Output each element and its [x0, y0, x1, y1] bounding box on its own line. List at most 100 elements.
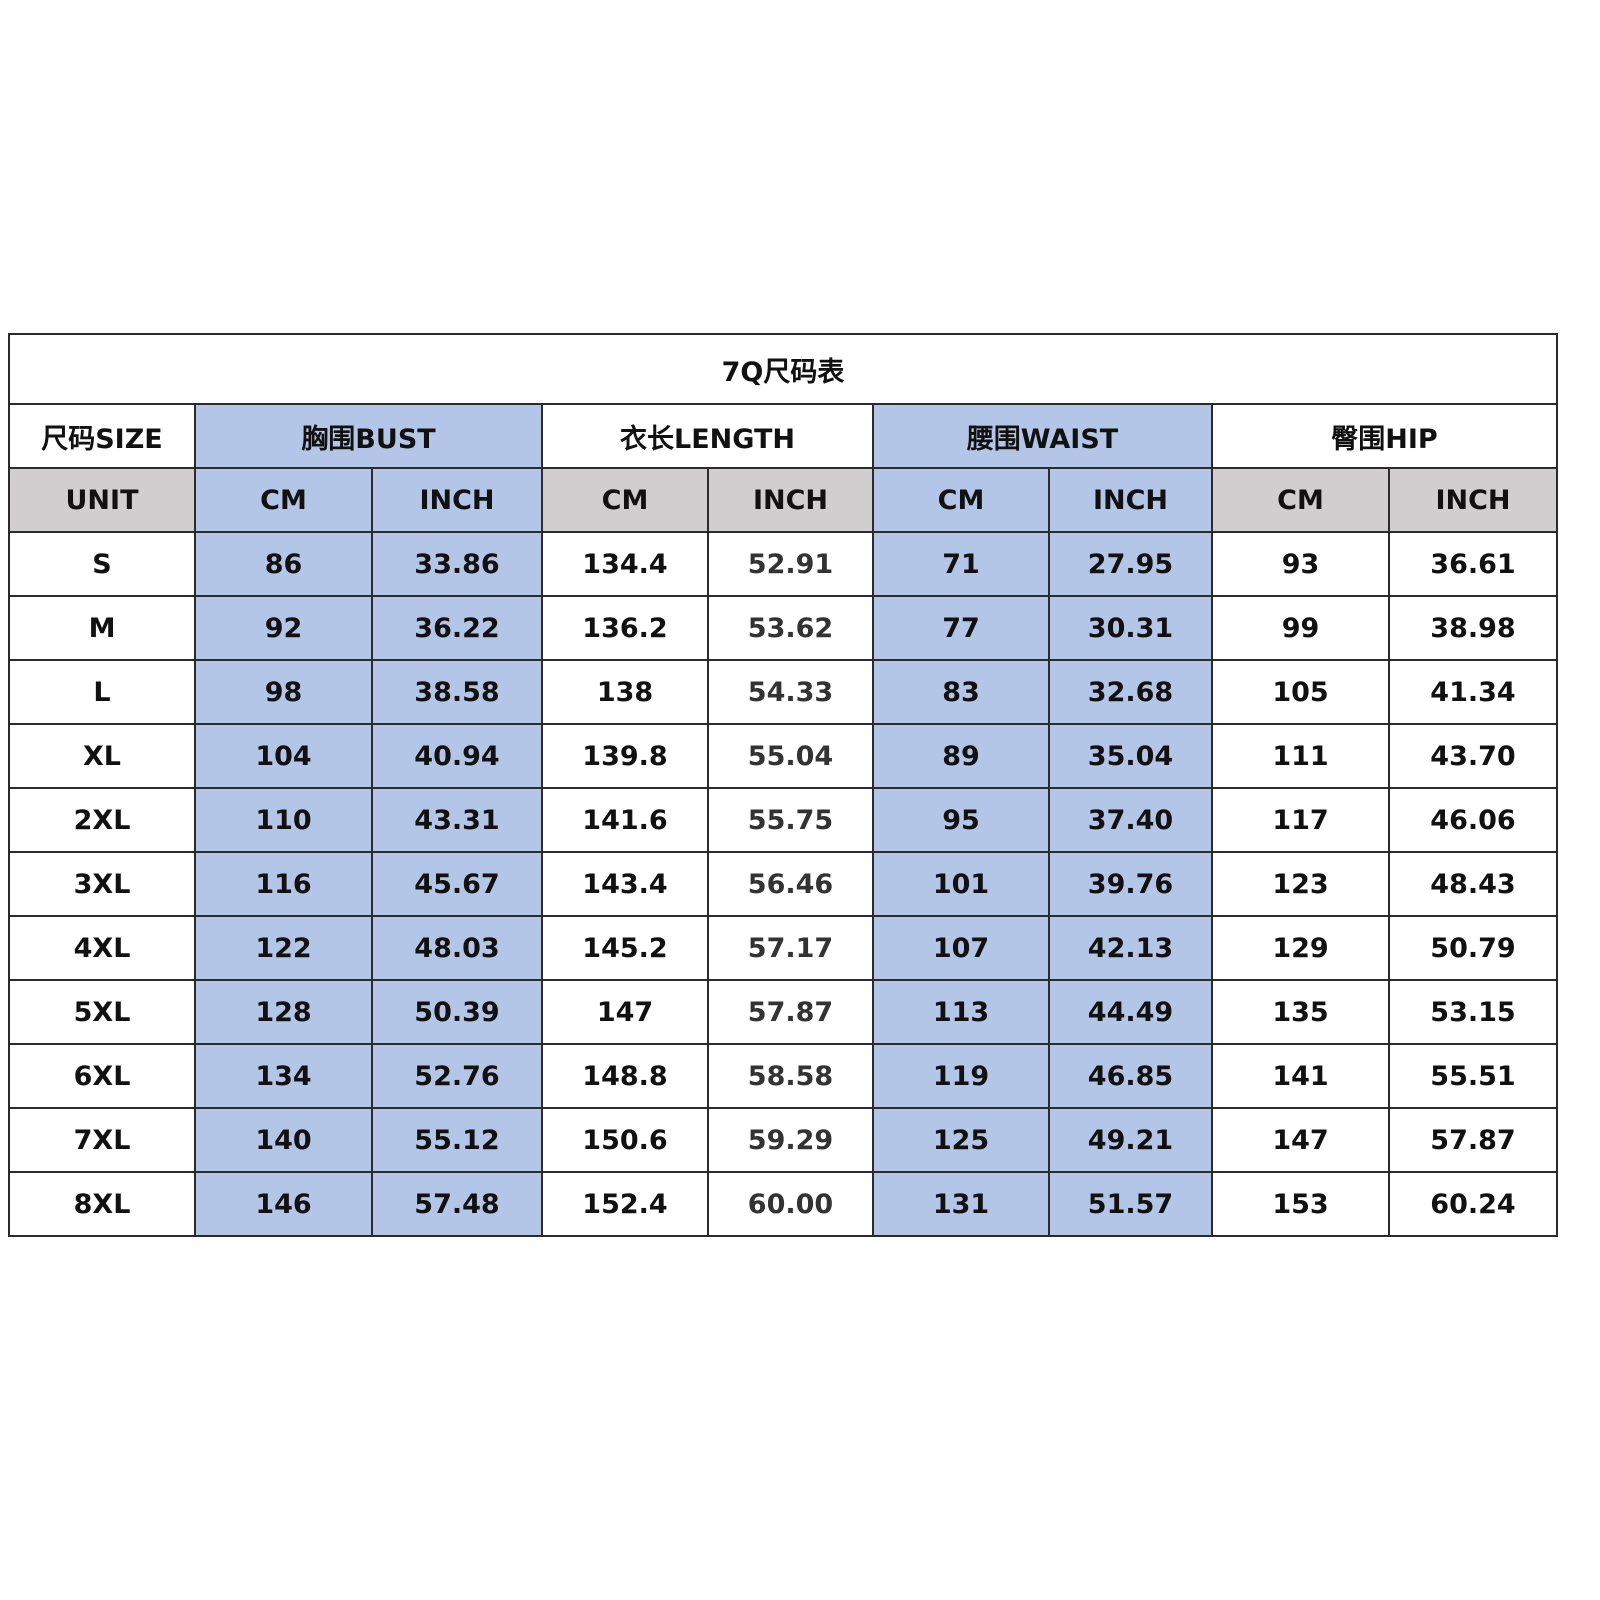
table-row: XL 104 40.94 139.8 55.04 89 35.04 111 43.70 [8, 723, 1559, 789]
cell-bust-cm: 122 [194, 915, 373, 981]
cell-length-cm: 147 [541, 979, 709, 1045]
cell-hip-inch: 36.61 [1387, 531, 1559, 597]
cell-waist-cm: 95 [872, 787, 1050, 853]
cell-size: 3XL [8, 851, 196, 917]
cell-hip-cm: 117 [1211, 787, 1390, 853]
cell-size: XL [8, 723, 196, 789]
cell-hip-inch: 43.70 [1387, 723, 1559, 789]
cell-bust-cm: 140 [194, 1107, 373, 1173]
cell-size: M [8, 595, 196, 661]
cell-waist-inch: 49.21 [1048, 1107, 1213, 1173]
cell-length-inch: 59.29 [707, 1107, 874, 1173]
unit-waist-cm: CM [872, 467, 1050, 533]
cell-bust-inch: 50.39 [371, 979, 543, 1045]
cell-hip-inch: 55.51 [1387, 1043, 1559, 1109]
cell-size: 6XL [8, 1043, 196, 1109]
cell-length-inch: 52.91 [707, 531, 874, 597]
cell-waist-cm: 107 [872, 915, 1050, 981]
cell-waist-inch: 30.31 [1048, 595, 1213, 661]
cell-hip-cm: 99 [1211, 595, 1390, 661]
cell-waist-cm: 113 [872, 979, 1050, 1045]
cell-waist-inch: 51.57 [1048, 1171, 1213, 1237]
cell-hip-inch: 50.79 [1387, 915, 1559, 981]
header-bust: 胸围BUST [194, 403, 543, 469]
unit-row: UNIT CM INCH CM INCH CM INCH CM INCH [8, 467, 1559, 533]
cell-bust-inch: 40.94 [371, 723, 543, 789]
size-chart-table: 7Q尺码表 尺码SIZE 胸围BUST 衣长LENGTH 腰围WAIST 臀围H… [7, 333, 1559, 1237]
unit-bust-inch: INCH [371, 467, 543, 533]
cell-hip-cm: 147 [1211, 1107, 1390, 1173]
cell-bust-cm: 98 [194, 659, 373, 725]
cell-waist-inch: 44.49 [1048, 979, 1213, 1045]
cell-hip-inch: 60.24 [1387, 1171, 1559, 1237]
cell-bust-cm: 128 [194, 979, 373, 1045]
cell-bust-inch: 36.22 [371, 595, 543, 661]
table-row: L 98 38.58 138 54.33 83 32.68 105 41.34 [8, 659, 1559, 725]
cell-length-inch: 58.58 [707, 1043, 874, 1109]
cell-length-cm: 136.2 [541, 595, 709, 661]
cell-bust-cm: 92 [194, 595, 373, 661]
cell-hip-inch: 53.15 [1387, 979, 1559, 1045]
cell-bust-cm: 134 [194, 1043, 373, 1109]
table-row: 7XL 140 55.12 150.6 59.29 125 49.21 147 57.87 [8, 1107, 1559, 1173]
cell-length-cm: 145.2 [541, 915, 709, 981]
cell-waist-cm: 101 [872, 851, 1050, 917]
cell-hip-cm: 141 [1211, 1043, 1390, 1109]
cell-length-cm: 148.8 [541, 1043, 709, 1109]
table-row: 4XL 122 48.03 145.2 57.17 107 42.13 129 50.79 [8, 915, 1559, 981]
cell-waist-cm: 77 [872, 595, 1050, 661]
cell-waist-cm: 119 [872, 1043, 1050, 1109]
cell-hip-cm: 111 [1211, 723, 1390, 789]
cell-length-inch: 57.17 [707, 915, 874, 981]
header-waist: 腰围WAIST [872, 403, 1213, 469]
cell-hip-cm: 123 [1211, 851, 1390, 917]
unit-length-inch: INCH [707, 467, 874, 533]
cell-bust-inch: 38.58 [371, 659, 543, 725]
cell-length-inch: 56.46 [707, 851, 874, 917]
cell-hip-inch: 41.34 [1387, 659, 1559, 725]
cell-hip-cm: 153 [1211, 1171, 1390, 1237]
header-hip: 臀围HIP [1210, 403, 1559, 469]
cell-bust-cm: 146 [194, 1171, 373, 1237]
cell-waist-inch: 42.13 [1048, 915, 1213, 981]
cell-hip-inch: 57.87 [1387, 1107, 1559, 1173]
cell-bust-inch: 48.03 [371, 915, 543, 981]
cell-bust-cm: 86 [194, 531, 373, 597]
cell-bust-inch: 43.31 [371, 787, 543, 853]
cell-length-inch: 57.87 [707, 979, 874, 1045]
cell-hip-cm: 105 [1211, 659, 1390, 725]
cell-length-cm: 138 [541, 659, 709, 725]
unit-waist-inch: INCH [1048, 467, 1213, 533]
cell-waist-cm: 125 [872, 1107, 1050, 1173]
cell-length-cm: 143.4 [541, 851, 709, 917]
unit-hip-cm: CM [1211, 467, 1390, 533]
cell-length-cm: 134.4 [541, 531, 709, 597]
cell-length-cm: 141.6 [541, 787, 709, 853]
cell-waist-inch: 35.04 [1048, 723, 1213, 789]
cell-waist-inch: 39.76 [1048, 851, 1213, 917]
cell-hip-inch: 38.98 [1387, 595, 1559, 661]
cell-hip-cm: 93 [1211, 531, 1390, 597]
header-size: 尺码SIZE [8, 403, 196, 469]
cell-size: 7XL [8, 1107, 196, 1173]
cell-hip-cm: 129 [1211, 915, 1390, 981]
cell-length-cm: 152.4 [541, 1171, 709, 1237]
cell-bust-cm: 116 [194, 851, 373, 917]
unit-hip-inch: INCH [1387, 467, 1559, 533]
cell-length-inch: 53.62 [707, 595, 874, 661]
table-row: 5XL 128 50.39 147 57.87 113 44.49 135 53.15 [8, 979, 1559, 1045]
cell-waist-inch: 27.95 [1048, 531, 1213, 597]
cell-bust-inch: 55.12 [371, 1107, 543, 1173]
cell-length-inch: 55.75 [707, 787, 874, 853]
cell-waist-inch: 37.40 [1048, 787, 1213, 853]
cell-length-inch: 55.04 [707, 723, 874, 789]
table-row: 8XL 146 57.48 152.4 60.00 131 51.57 153 60.24 [8, 1171, 1559, 1237]
cell-bust-inch: 45.67 [371, 851, 543, 917]
cell-hip-inch: 48.43 [1387, 851, 1559, 917]
table-row: 2XL 110 43.31 141.6 55.75 95 37.40 117 46.06 [8, 787, 1559, 853]
cell-size: S [8, 531, 196, 597]
cell-hip-inch: 46.06 [1387, 787, 1559, 853]
cell-bust-inch: 52.76 [371, 1043, 543, 1109]
cell-hip-cm: 135 [1211, 979, 1390, 1045]
cell-bust-cm: 104 [194, 723, 373, 789]
